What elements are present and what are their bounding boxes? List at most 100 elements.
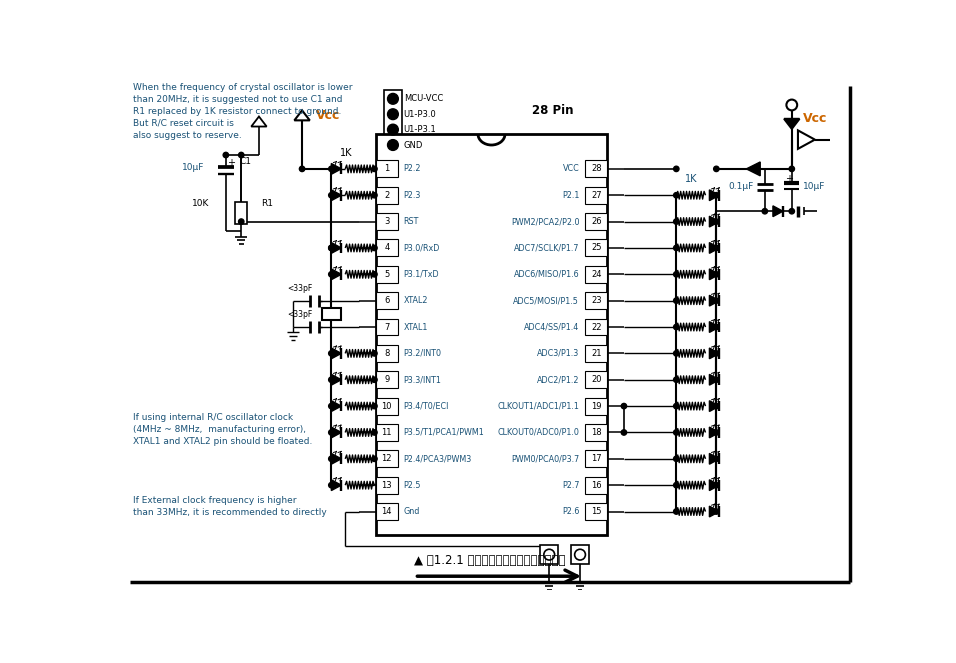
Text: CLKOUT1/ADC1/P1.1: CLKOUT1/ADC1/P1.1 [497,402,579,410]
Text: 1K: 1K [339,148,352,158]
Circle shape [674,219,679,224]
Bar [585,398,607,414]
Polygon shape [251,117,267,127]
Text: 0.1μF: 0.1μF [728,182,754,191]
Text: ▲ 图1.2.1 数据手册给出的参考下载电路图: ▲ 图1.2.1 数据手册给出的参考下载电路图 [414,554,566,568]
Text: 2: 2 [384,191,389,200]
Bar [585,160,607,177]
Polygon shape [709,348,720,359]
Polygon shape [332,348,341,359]
Text: 17: 17 [591,454,601,463]
Circle shape [372,377,378,383]
Bar [376,345,398,362]
Circle shape [674,166,679,172]
Text: C1: C1 [240,156,251,166]
Circle shape [372,245,378,251]
Text: 8: 8 [384,349,389,358]
Bar [585,187,607,204]
Circle shape [329,166,334,172]
Text: P3.4/T0/ECI: P3.4/T0/ECI [403,402,449,410]
Circle shape [713,166,719,172]
Text: 20: 20 [591,375,601,385]
Circle shape [789,209,794,214]
Polygon shape [709,375,720,385]
Text: 1K: 1K [684,174,697,184]
Text: P3.3/INT1: P3.3/INT1 [403,375,442,385]
Circle shape [372,403,378,409]
Text: P2.2: P2.2 [403,164,422,174]
Polygon shape [709,322,720,332]
Circle shape [713,483,719,488]
Polygon shape [772,206,783,217]
Polygon shape [709,400,720,412]
Bar [376,239,398,257]
Text: 5: 5 [384,270,389,279]
Text: Gnd: Gnd [403,507,420,516]
Circle shape [372,430,378,435]
Polygon shape [332,427,341,438]
Text: 11: 11 [381,428,392,437]
Bar [585,266,607,283]
Text: XTAL2: XTAL2 [403,296,428,305]
Text: 19: 19 [591,402,601,410]
Text: XTAL1: XTAL1 [403,322,428,332]
Text: P2.7: P2.7 [562,481,579,490]
Circle shape [713,509,719,514]
Polygon shape [709,216,720,227]
Bar [585,424,607,441]
Bar [585,477,607,494]
Polygon shape [332,400,341,412]
Polygon shape [709,506,720,517]
Circle shape [713,298,719,304]
Circle shape [674,272,679,277]
Text: MCU-VCC: MCU-VCC [403,94,443,103]
Circle shape [372,192,378,198]
Circle shape [674,456,679,461]
Circle shape [223,152,228,158]
Text: 26: 26 [591,217,601,226]
Text: 4: 4 [384,243,389,253]
Text: 12: 12 [381,454,392,463]
Bar [585,318,607,335]
Text: ADC2/P1.2: ADC2/P1.2 [536,375,579,385]
Bar [376,398,398,414]
Bar [585,292,607,309]
Text: 18: 18 [591,428,601,437]
Polygon shape [709,480,720,491]
Circle shape [372,351,378,356]
Text: P2.5: P2.5 [403,481,422,490]
Circle shape [674,377,679,383]
Polygon shape [784,119,799,129]
Text: P2.1: P2.1 [562,191,579,200]
Polygon shape [332,164,341,174]
Polygon shape [332,480,341,491]
Circle shape [674,298,679,304]
Text: PWM0/PCA0/P3.7: PWM0/PCA0/P3.7 [511,454,579,463]
Bar [376,450,398,467]
Circle shape [713,245,719,251]
Circle shape [674,192,679,198]
Text: P3.1/TxD: P3.1/TxD [403,270,440,279]
Text: P2.4/PCA3/PWM3: P2.4/PCA3/PWM3 [403,454,472,463]
Text: 10μF: 10μF [182,163,205,172]
Circle shape [713,377,719,383]
Circle shape [713,272,719,277]
Text: P3.0/RxD: P3.0/RxD [403,243,440,253]
Text: 15: 15 [591,507,601,516]
Circle shape [762,209,768,214]
Bar [585,503,607,520]
Polygon shape [709,453,720,464]
Text: U1-P3.0: U1-P3.0 [403,109,437,119]
Polygon shape [294,110,310,121]
Bar [376,424,398,441]
Bar [376,503,398,520]
Circle shape [713,351,719,356]
Circle shape [387,140,399,151]
Bar [376,160,398,177]
Polygon shape [709,243,720,253]
Text: 7: 7 [384,322,389,332]
Circle shape [713,192,719,198]
Text: 10μF: 10μF [803,182,825,191]
Polygon shape [332,243,341,253]
Text: 21: 21 [591,349,601,358]
